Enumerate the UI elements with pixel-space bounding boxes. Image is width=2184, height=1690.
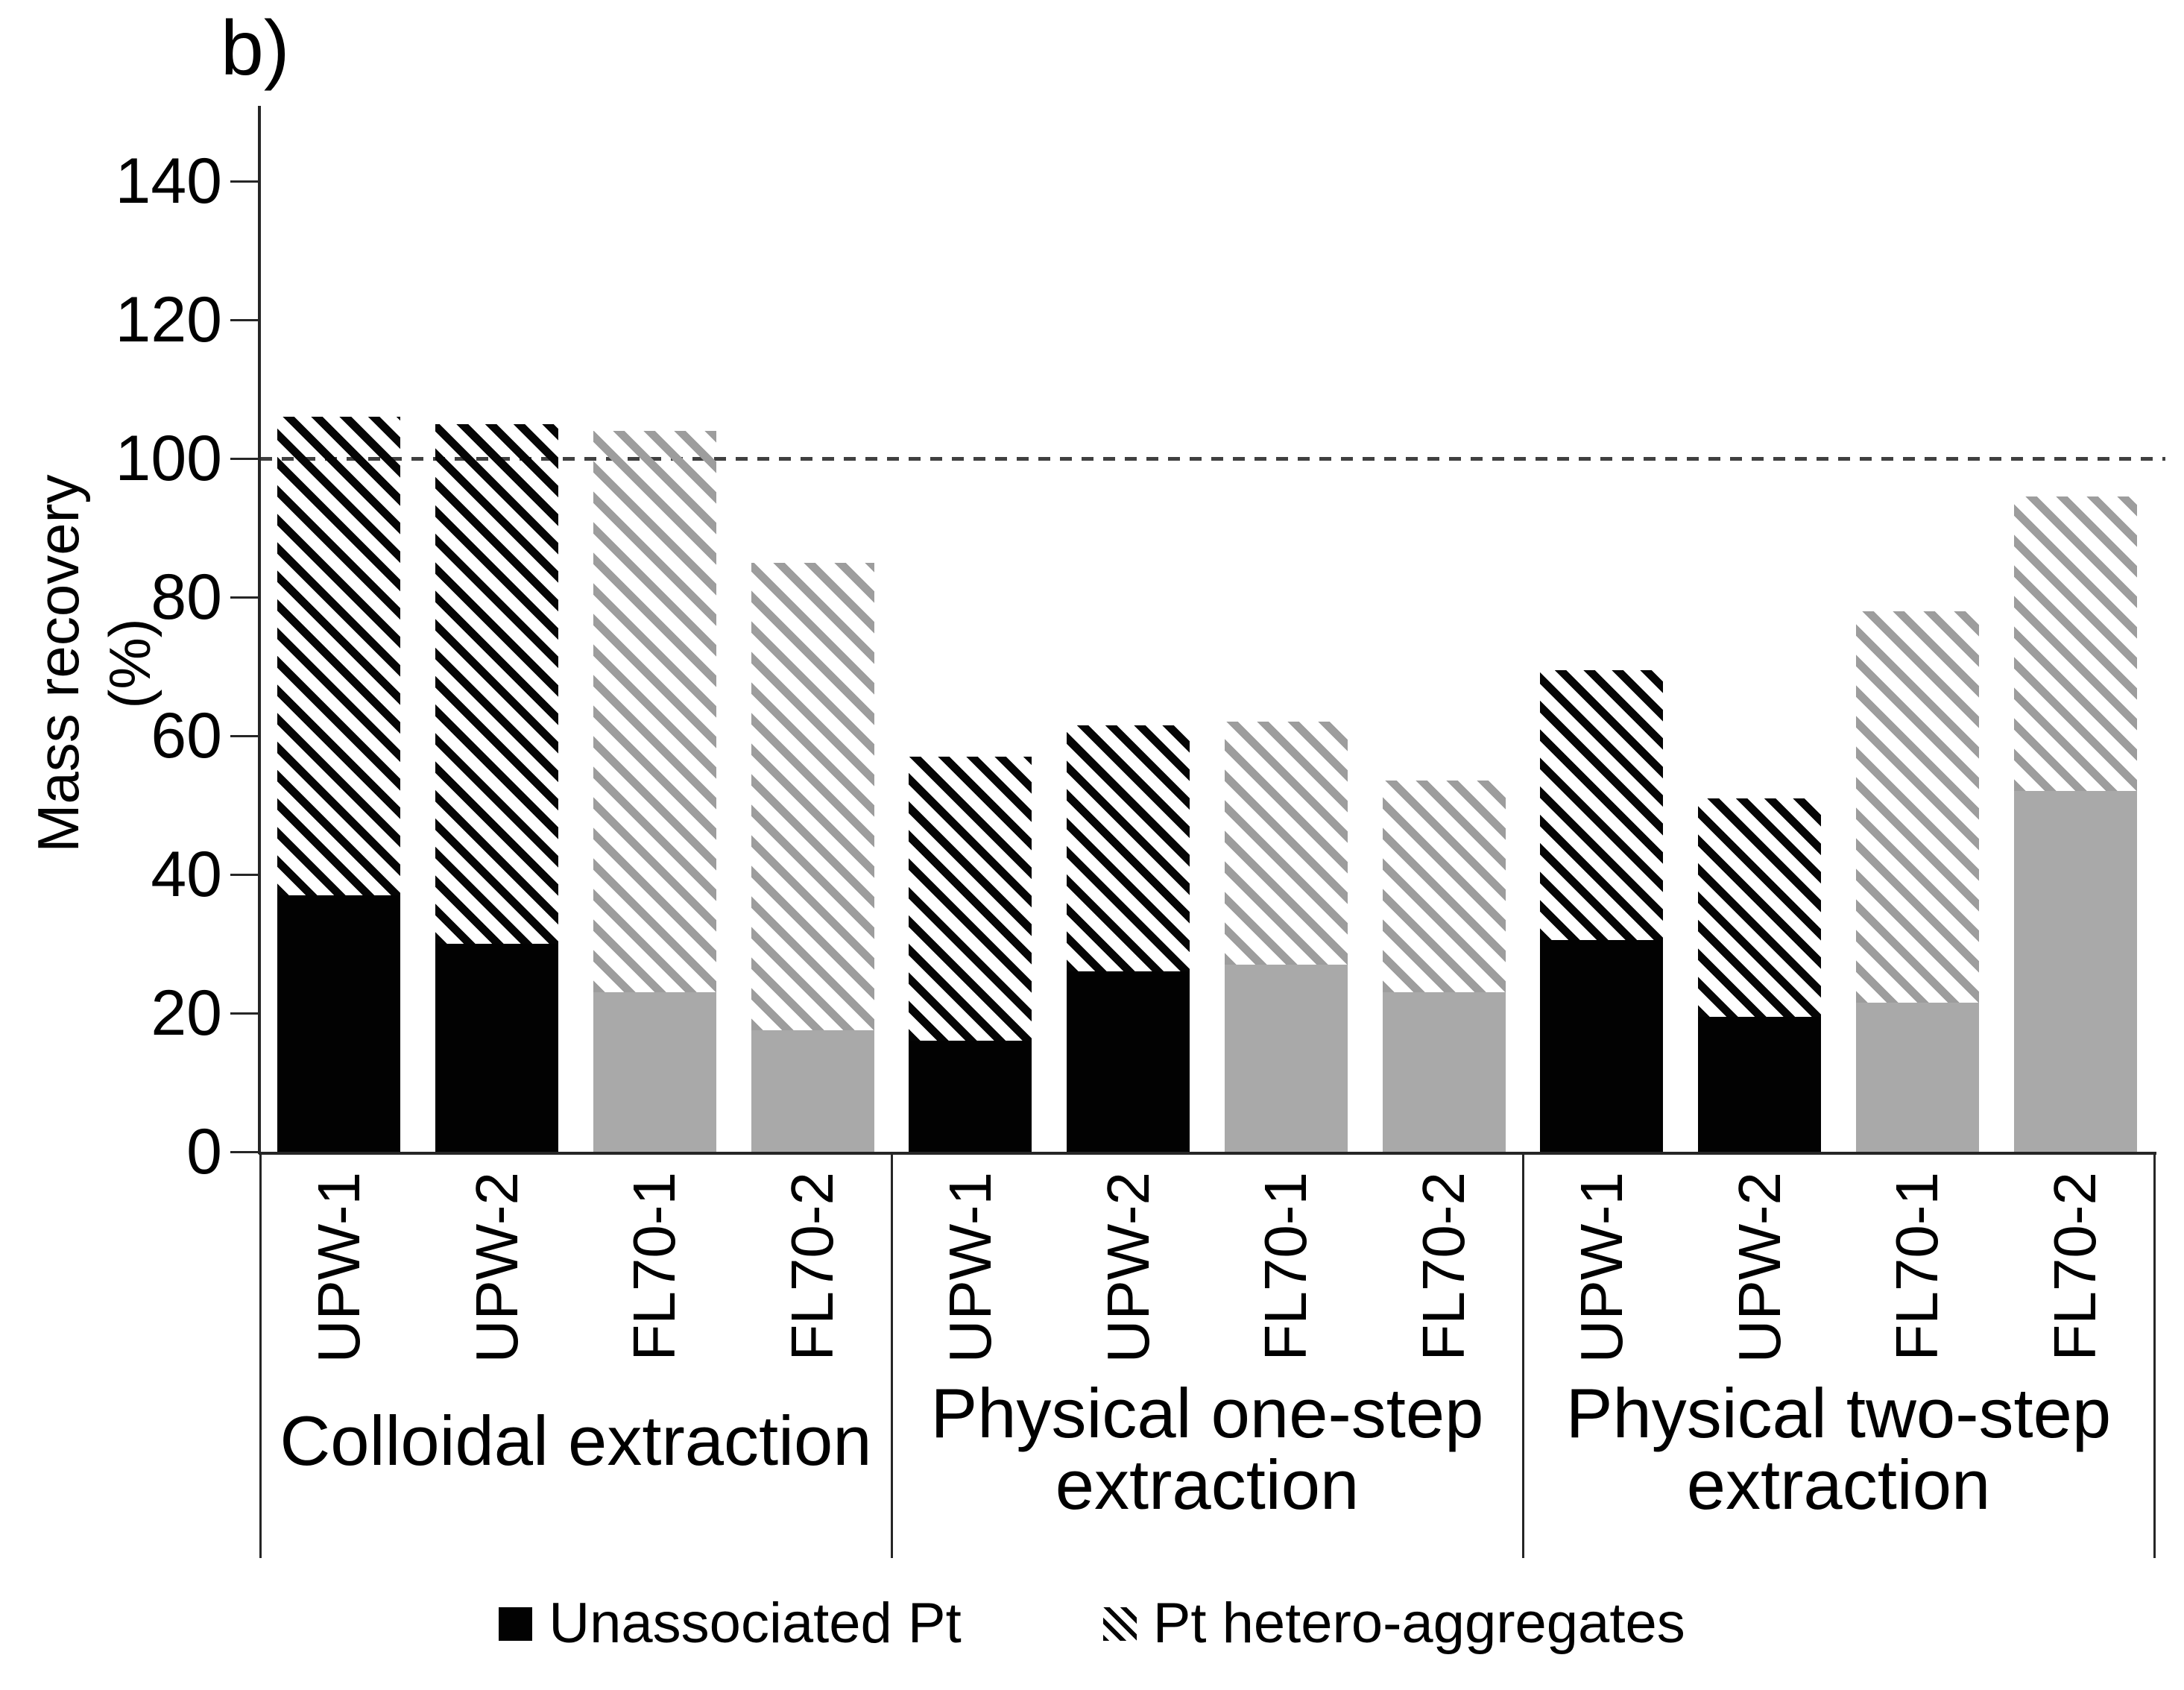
y-axis-tick-label: 40 <box>151 839 222 910</box>
bar-segment-pt-hetero-aggregates <box>1067 725 1190 972</box>
x-group-label: Colloidal extraction <box>260 1405 891 1477</box>
bar-segment-pt-hetero-aggregates <box>751 562 874 1031</box>
y-axis-tick <box>230 1151 260 1153</box>
legend: Unassociated Pt Pt hetero-aggregates <box>0 1579 2184 1668</box>
y-axis-tick <box>230 319 260 321</box>
legend-solid-square-icon <box>499 1607 533 1641</box>
bar-segment-pt-hetero-aggregates <box>1855 611 1979 1003</box>
y-axis-tick <box>230 874 260 876</box>
bar-segment-unassociated-pt <box>435 944 559 1152</box>
bar-segment-pt-hetero-aggregates <box>1698 798 1822 1017</box>
bar-segment-unassociated-pt <box>593 992 716 1152</box>
bar-segment-unassociated-pt <box>277 895 401 1152</box>
x-axis-line <box>259 1152 2156 1155</box>
y-axis-line <box>258 106 261 1154</box>
bar-segment-unassociated-pt <box>2013 791 2137 1152</box>
y-axis-tick-label: 140 <box>115 145 223 217</box>
bar-segment-unassociated-pt <box>1224 964 1348 1152</box>
x-category-label: UPW-2 <box>463 1172 530 1363</box>
x-group-label-line: extraction <box>1686 1445 1991 1524</box>
y-axis-tick <box>230 735 260 737</box>
y-axis-tick-label: 80 <box>151 561 222 633</box>
x-category-label: FL70-2 <box>779 1172 846 1361</box>
bar-segment-pt-hetero-aggregates <box>909 756 1032 1041</box>
bar-segment-unassociated-pt <box>1067 971 1190 1152</box>
y-axis-tick-label: 100 <box>115 423 223 494</box>
y-axis-tick <box>230 458 260 460</box>
reference-line-100 <box>260 457 2165 461</box>
x-category-label: FL70-1 <box>621 1172 688 1361</box>
y-axis-tick-label: 0 <box>186 1116 222 1188</box>
x-group-label-line: Physical two-step <box>1565 1374 2112 1452</box>
category-group-divider <box>1522 1152 1524 1558</box>
x-group-label: Physical two-step extraction <box>1523 1378 2154 1521</box>
y-axis-tick <box>230 1012 260 1015</box>
bar-segment-pt-hetero-aggregates <box>277 417 401 895</box>
bar-segment-pt-hetero-aggregates <box>1382 781 1506 993</box>
bar-segment-pt-hetero-aggregates <box>2013 496 2137 792</box>
bar-segment-pt-hetero-aggregates <box>1224 722 1348 965</box>
legend-label-pt-hetero-aggregates: Pt hetero-aggregates <box>1152 1592 1685 1655</box>
x-group-label: Physical one-step extraction <box>891 1378 1523 1521</box>
legend-hatched-square-icon <box>1102 1607 1137 1641</box>
bar-segment-pt-hetero-aggregates <box>435 423 559 944</box>
panel-label: b) <box>221 5 290 92</box>
bar-segment-unassociated-pt <box>751 1030 874 1152</box>
y-axis-tick-label: 60 <box>151 700 222 772</box>
bar-segment-pt-hetero-aggregates <box>1540 669 1664 941</box>
category-group-divider <box>259 1152 262 1558</box>
y-axis-tick-label: 20 <box>151 977 222 1049</box>
legend-item-unassociated-pt: Unassociated Pt <box>499 1586 962 1661</box>
category-group-divider <box>891 1152 893 1558</box>
x-group-label-line: Colloidal extraction <box>280 1401 872 1480</box>
bar-segment-unassociated-pt <box>1540 940 1664 1152</box>
y-axis-tick-label: 120 <box>115 284 223 356</box>
legend-label-unassociated-pt: Unassociated Pt <box>549 1592 962 1655</box>
y-axis-tick <box>230 180 260 183</box>
bar-segment-unassociated-pt <box>909 1041 1032 1152</box>
bar-segment-pt-hetero-aggregates <box>593 430 716 993</box>
category-group-divider <box>2153 1152 2156 1558</box>
bar-segment-unassociated-pt <box>1698 1016 1822 1152</box>
bar-segment-unassociated-pt <box>1382 992 1506 1152</box>
y-axis-tick <box>230 596 260 599</box>
legend-item-pt-hetero-aggregates: Pt hetero-aggregates <box>1102 1586 1685 1661</box>
x-group-label-line: extraction <box>1055 1445 1360 1524</box>
bar-segment-unassociated-pt <box>1855 1003 1979 1152</box>
x-category-label: UPW-1 <box>305 1172 372 1363</box>
x-group-label-line: Physical one-step <box>930 1374 1484 1452</box>
